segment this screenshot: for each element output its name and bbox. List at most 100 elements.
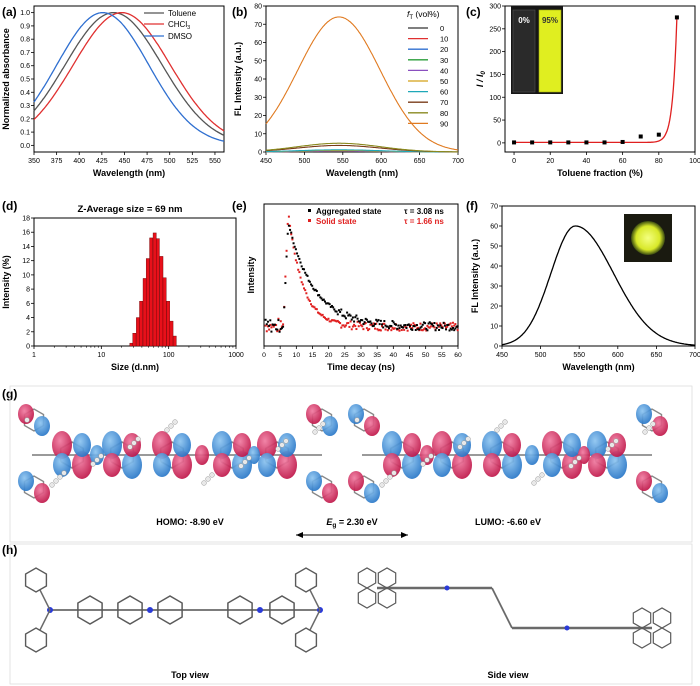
- decay-point-aggregated: [420, 325, 423, 328]
- decay-point-solid: [276, 330, 279, 333]
- orbital-lobe-negative: [652, 483, 668, 503]
- decay-point-aggregated: [335, 310, 338, 313]
- orbital-lobe-negative: [322, 416, 338, 436]
- histogram-bar: [145, 258, 150, 347]
- orbital-lobe-positive: [152, 431, 172, 459]
- decay-point-solid: [329, 320, 332, 323]
- decay-point-solid: [277, 317, 280, 320]
- decay-point-aggregated: [311, 284, 314, 287]
- decay-point-solid: [425, 329, 428, 332]
- decay-point-solid: [300, 281, 303, 284]
- histogram-bar: [136, 317, 140, 347]
- x-tick-label: 450: [496, 352, 508, 359]
- decay-point-aggregated: [293, 245, 296, 248]
- decay-point-aggregated: [273, 323, 276, 326]
- y-tick-label: 60: [490, 224, 498, 231]
- decay-point-solid: [332, 319, 335, 322]
- hydrogen-atom: [646, 425, 652, 431]
- hydrogen-atom: [613, 438, 619, 444]
- decay-point-solid: [454, 323, 457, 326]
- decay-point-aggregated: [318, 294, 321, 297]
- decay-point-solid: [378, 328, 381, 331]
- decay-point-aggregated: [442, 321, 445, 324]
- decay-point-aggregated: [385, 325, 388, 328]
- legend-e-agg: Aggregated state: [316, 207, 382, 216]
- hydrogen-atom: [535, 476, 541, 482]
- ring: [377, 567, 397, 589]
- hydrogen-atom: [275, 446, 281, 452]
- panel-label-e: (e): [232, 199, 247, 213]
- decay-point-solid: [349, 320, 352, 323]
- cuvette-inset: 0% 95%: [511, 6, 563, 94]
- orbital-lobe-positive: [34, 483, 50, 503]
- decay-point-solid: [333, 319, 336, 322]
- plot-frame: [33, 217, 237, 347]
- hydrogen-atom: [461, 440, 467, 446]
- data-point: [548, 140, 553, 145]
- decay-point-aggregated: [276, 328, 279, 331]
- decay-point-solid: [339, 322, 342, 325]
- decay-point-solid: [377, 329, 380, 332]
- y-tick-label: 80: [254, 4, 262, 11]
- decay-point-solid: [361, 325, 364, 328]
- orbital-lobe-positive: [383, 453, 401, 477]
- decay-point-aggregated: [284, 282, 287, 285]
- decay-point-aggregated: [333, 308, 336, 311]
- decay-point-aggregated: [294, 248, 297, 251]
- decay-point-aggregated: [401, 326, 404, 329]
- decay-point-aggregated: [400, 325, 403, 328]
- orbital-lobe-positive: [213, 453, 231, 477]
- panel-label-f: (f): [466, 199, 478, 213]
- decay-point-solid: [411, 327, 414, 330]
- x-tick-label: 25: [341, 352, 349, 359]
- decay-point-aggregated: [383, 320, 386, 323]
- decay-point-aggregated: [290, 231, 293, 234]
- orbital-lobe-positive: [103, 453, 121, 477]
- decay-point-aggregated: [406, 323, 409, 326]
- hydrogen-atom: [457, 444, 463, 450]
- ring: [77, 595, 103, 625]
- decay-point-aggregated: [454, 327, 457, 330]
- ring: [377, 587, 397, 609]
- x-tick-label: 600: [612, 352, 624, 359]
- y-tick-label: 0: [494, 344, 498, 351]
- hydrogen-atom: [428, 453, 434, 459]
- y-tick-label: 50: [493, 118, 501, 125]
- x-tick-label: 60: [454, 352, 462, 359]
- y-tick-label: 18: [22, 216, 30, 223]
- x-tick-label: 350: [28, 158, 40, 165]
- y-tick-label: 250: [489, 26, 501, 33]
- hydrogen-atom: [24, 417, 30, 423]
- legend-b-entry: 80: [440, 109, 448, 118]
- x-tick-label: 450: [119, 158, 131, 165]
- decay-point-aggregated: [443, 324, 446, 327]
- orbital-lobe-positive: [542, 431, 562, 459]
- orbital-lobe-positive: [195, 445, 209, 465]
- decay-point-aggregated: [455, 325, 458, 328]
- decay-point-aggregated: [321, 299, 324, 302]
- decay-point-solid: [280, 325, 283, 328]
- data-point: [566, 140, 571, 145]
- decay-point-aggregated: [353, 320, 356, 323]
- orbital-lobe-positive: [172, 451, 192, 479]
- plot-frame: [501, 205, 696, 347]
- decay-point-aggregated: [346, 311, 349, 314]
- decay-point-aggregated: [413, 325, 416, 328]
- y-axis-label: FL Intensity (a.u.): [233, 42, 243, 116]
- decay-point-aggregated: [376, 320, 379, 323]
- decay-point-solid: [290, 233, 293, 236]
- legend-b-entry: 30: [440, 56, 448, 65]
- panel-label-c: (c): [466, 5, 481, 19]
- y-axis-label: FL Intensity (a.u.): [470, 239, 480, 313]
- decay-point-solid: [304, 289, 307, 292]
- y-tick-label: 20: [254, 113, 262, 120]
- decay-point-aggregated: [377, 319, 380, 322]
- decay-point-solid: [344, 324, 347, 327]
- hydrogen-atom: [420, 461, 426, 467]
- y-tick-label: 0.5: [20, 77, 30, 84]
- panel-h-frame: [9, 543, 693, 685]
- legend-b-entry: 40: [440, 66, 448, 75]
- x-tick-label: 1: [32, 352, 36, 359]
- histogram-bar: [162, 277, 167, 347]
- orbital-lobe-positive: [403, 433, 421, 457]
